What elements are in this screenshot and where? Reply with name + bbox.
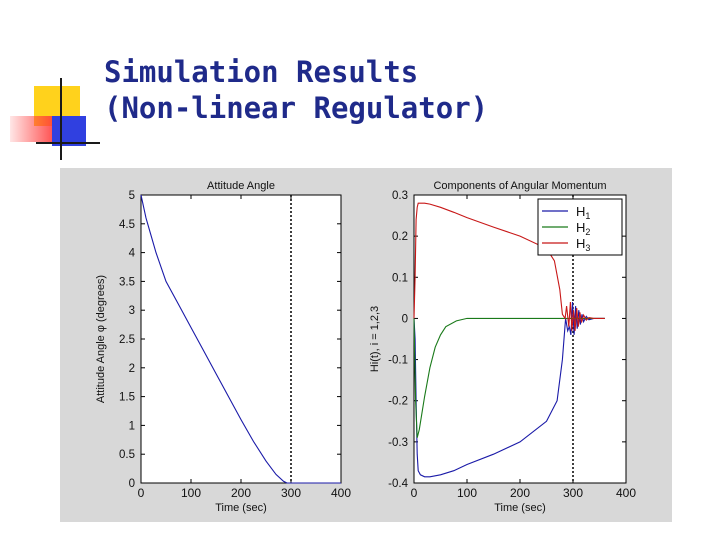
x-tick-label: 400 bbox=[331, 486, 351, 500]
y-tick-label: 0.3 bbox=[392, 190, 408, 202]
slide-title-line-2: (Non-linear Regulator) bbox=[104, 91, 489, 125]
series-line-1 bbox=[140, 194, 341, 484]
deco-vertical-line bbox=[60, 78, 62, 160]
y-tick-label: 3.5 bbox=[119, 276, 135, 288]
plot-area bbox=[140, 194, 342, 484]
deco-red-bar bbox=[10, 116, 60, 142]
series-line-h1 bbox=[413, 301, 605, 478]
x-tick-label: 0 bbox=[411, 486, 418, 500]
y-tick-label: 5 bbox=[129, 190, 135, 202]
slide-title: Simulation Results (Non-linear Regulator… bbox=[104, 54, 704, 126]
x-tick-label: 100 bbox=[181, 486, 201, 500]
y-tick-label: 0.5 bbox=[119, 449, 135, 461]
chart-title: Components of Angular Momentum bbox=[433, 180, 606, 192]
x-tick-label: 100 bbox=[457, 486, 477, 500]
y-tick-label: 1.5 bbox=[119, 392, 135, 404]
deco-blue-block bbox=[52, 116, 86, 146]
y-axis-label: Attitude Angle φ (degrees) bbox=[95, 275, 107, 403]
y-tick-label: 0.1 bbox=[392, 272, 408, 284]
x-axis-label: Time (sec) bbox=[494, 502, 546, 514]
x-tick-label: 300 bbox=[281, 486, 301, 500]
deco-horizontal-line bbox=[36, 142, 100, 144]
series-line-h2 bbox=[413, 317, 605, 438]
x-tick-label: 200 bbox=[510, 486, 530, 500]
y-tick-label: 4.5 bbox=[119, 219, 135, 231]
y-tick-label: 0 bbox=[129, 478, 135, 490]
series-line-h3 bbox=[413, 202, 605, 331]
y-axis-label: Hi(t), i = 1,2,3 bbox=[369, 306, 381, 372]
y-tick-label: 4 bbox=[129, 248, 136, 260]
y-tick-label: 2 bbox=[129, 363, 135, 375]
chart-title: Attitude Angle bbox=[207, 180, 275, 192]
x-tick-label: 400 bbox=[616, 486, 636, 500]
chart-panel-2: Components of Angular Momentum 0 100 200 300… bbox=[369, 180, 636, 514]
x-tick-label: 300 bbox=[563, 486, 583, 500]
y-tick-label: -0.1 bbox=[388, 355, 408, 367]
y-tick-label: 2.5 bbox=[119, 334, 135, 346]
y-tick-label: 1 bbox=[129, 420, 135, 432]
y-tick-label: -0.3 bbox=[388, 437, 408, 449]
y-tick-label: 3 bbox=[129, 305, 135, 317]
chart-panel-1: Attitude Angle 0 100 200 300 400 0 0.5 1 1.5 2 2.5 3… bbox=[95, 180, 351, 514]
x-tick-label: 200 bbox=[231, 486, 251, 500]
y-tick-label: 0 bbox=[402, 313, 408, 325]
x-tick-label: 0 bbox=[138, 486, 145, 500]
x-axis-label: Time (sec) bbox=[215, 502, 267, 514]
y-tick-label: -0.4 bbox=[388, 478, 408, 490]
y-tick-label: 0.2 bbox=[392, 231, 408, 243]
slide-title-line-1: Simulation Results bbox=[104, 55, 419, 89]
simulation-figure: Attitude Angle 0 100 200 300 400 0 0.5 1 1.5 2 2.5 3… bbox=[60, 168, 672, 522]
y-tick-label: -0.2 bbox=[388, 396, 408, 408]
